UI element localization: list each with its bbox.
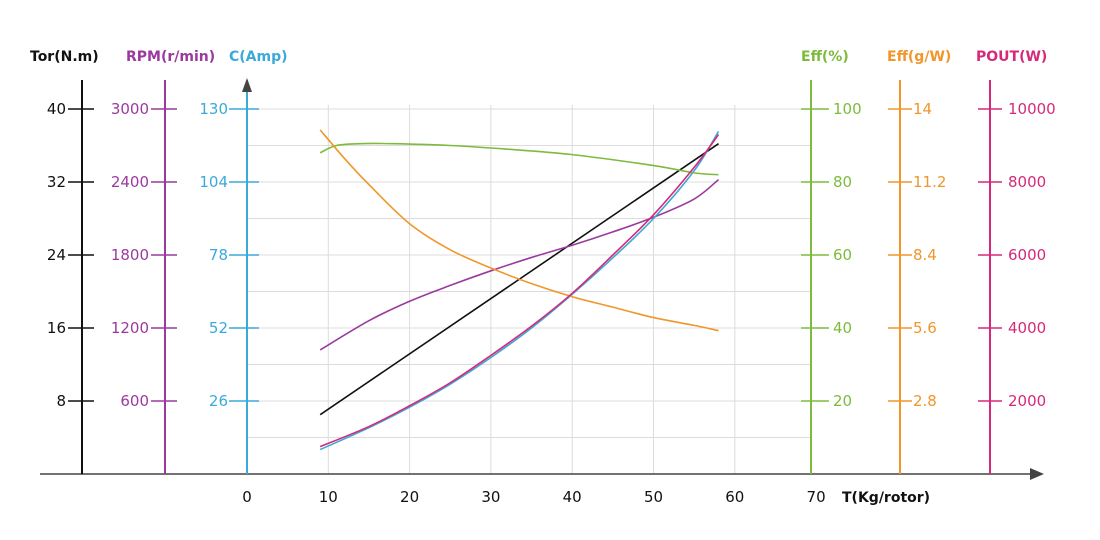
axis-tick-label-effgw: 5.6 [913, 319, 937, 337]
x-tick-label: 0 [242, 488, 252, 506]
axis-title-pout: POUT(W) [976, 49, 1047, 65]
axis-tick-label-rpm: 1200 [111, 319, 149, 337]
y-axis-arrow [242, 78, 252, 92]
series-line-effgw [319, 129, 719, 332]
axis-tick-label-eff: 100 [833, 100, 862, 118]
x-axis-arrow [1030, 468, 1044, 480]
axis-tick-label-pout: 10000 [1008, 100, 1056, 118]
axis-tick-label-eff: 20 [833, 392, 852, 410]
axis-title-rpm: RPM(r/min) [126, 49, 215, 65]
axes: 0 10 20 30 40 50 60 70 Tor(N.m) 8 16 24 32 40 RPM(r/mi… [30, 49, 1056, 506]
axis-tick-label-amp: 104 [199, 173, 228, 191]
axis-tick-label-rpm: 3000 [111, 100, 149, 118]
axis-tick-label-amp: 26 [209, 392, 228, 410]
axis-title-amp: C(Amp) [229, 49, 288, 65]
axis-tick-label-rpm: 2400 [111, 173, 149, 191]
axis-title-eff: Eff(%) [801, 49, 849, 65]
axis-tick-label-pout: 6000 [1008, 246, 1046, 264]
axis-title-tor: Tor(N.m) [30, 49, 99, 65]
x-tick-label: 50 [644, 488, 663, 506]
series [319, 129, 720, 451]
x-tick-label: 40 [563, 488, 582, 506]
axis-title-effgw: Eff(g/W) [887, 49, 951, 65]
grid [247, 105, 812, 474]
axis-tick-label-tor: 24 [47, 246, 66, 264]
axis-tick-label-tor: 16 [47, 319, 66, 337]
axis-tick-label-amp: 130 [199, 100, 228, 118]
series-line-pout [319, 134, 720, 448]
x-tick-label: 30 [481, 488, 500, 506]
axis-tick-label-effgw: 2.8 [913, 392, 937, 410]
x-axis-label: T(Kg/rotor) [842, 490, 930, 506]
x-tick-label: 10 [319, 488, 338, 506]
axis-tick-label-eff: 80 [833, 173, 852, 191]
x-tick-label: 70 [807, 488, 826, 506]
axis-tick-label-tor: 8 [56, 392, 66, 410]
axis-tick-label-rpm: 600 [120, 392, 149, 410]
axis-tick-label-amp: 52 [209, 319, 228, 337]
axis-tick-label-pout: 8000 [1008, 173, 1046, 191]
axis-tick-label-amp: 78 [209, 246, 228, 264]
series-line-rpm [319, 178, 720, 351]
x-tick-label: 60 [725, 488, 744, 506]
axis-tick-label-effgw: 14 [913, 100, 932, 118]
axis-tick-label-tor: 32 [47, 173, 66, 191]
axis-tick-label-effgw: 8.4 [913, 246, 937, 264]
series-line-eff [319, 142, 719, 176]
axis-tick-label-effgw: 11.2 [913, 173, 946, 191]
axis-tick-label-pout: 4000 [1008, 319, 1046, 337]
axis-tick-label-eff: 60 [833, 246, 852, 264]
axis-tick-label-rpm: 1800 [111, 246, 149, 264]
axis-tick-label-pout: 2000 [1008, 392, 1046, 410]
series-line-amp [319, 131, 720, 451]
x-tick-label: 20 [400, 488, 419, 506]
axis-tick-label-tor: 40 [47, 100, 66, 118]
axis-tick-label-eff: 40 [833, 319, 852, 337]
